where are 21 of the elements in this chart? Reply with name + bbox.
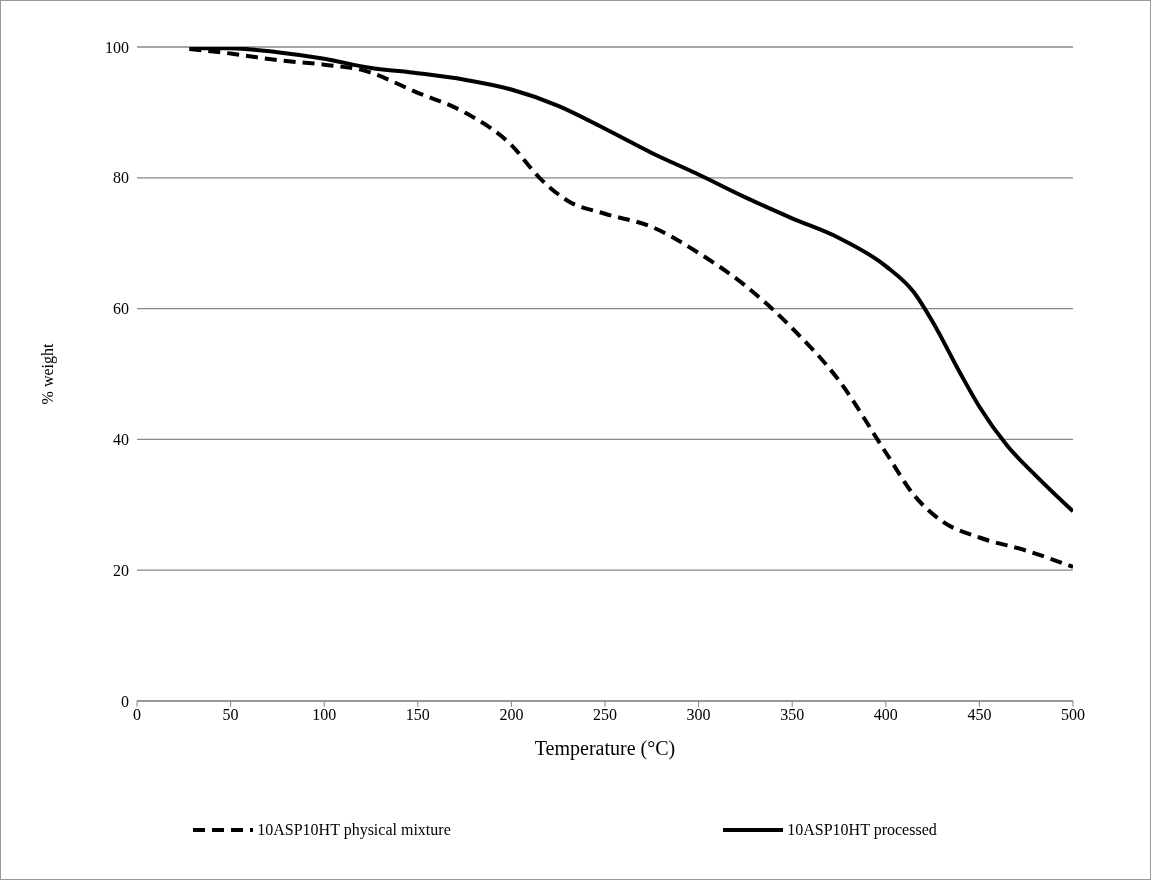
y-tick-label: 20 [113,561,129,579]
y-axis-title: % weight [38,343,57,405]
x-axis-title: Temperature (°C) [534,737,676,761]
y-tick-label: 0 [121,692,129,710]
x-tick-label: 100 [312,706,337,724]
y-tick-label: 80 [113,169,129,187]
x-tick-label: 400 [873,706,898,724]
x-tick-label: 0 [133,706,141,724]
x-tick-label: 150 [405,706,430,724]
legend-label: 10ASP10HT processed [787,821,937,839]
legend-label: 10ASP10HT physical mixture [257,821,451,839]
y-tick-label: 40 [113,431,129,449]
x-tick-label: 250 [593,706,617,724]
x-tick-label: 300 [686,706,711,724]
x-tick-label: 350 [780,706,805,724]
x-tick-label: 200 [499,706,524,724]
y-tick-label: 100 [105,38,129,56]
x-tick-label: 500 [1061,706,1085,724]
x-tick-label: 50 [222,706,239,724]
y-tick-label: 60 [113,300,129,318]
x-tick-label: 450 [967,706,992,724]
